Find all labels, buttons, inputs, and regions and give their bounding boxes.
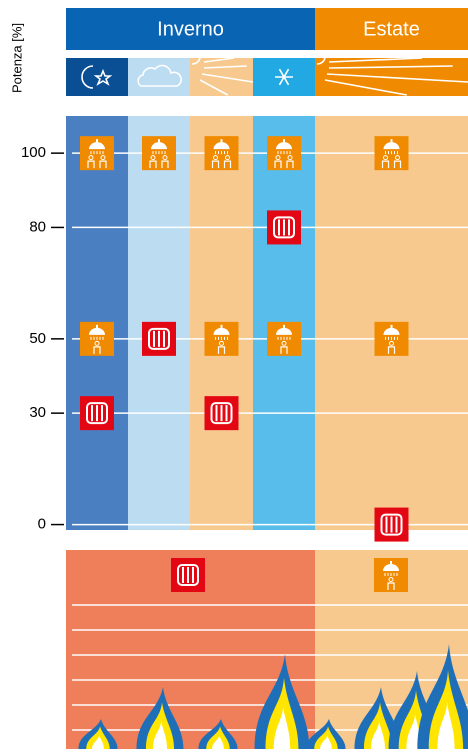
group-label: Estate <box>363 18 420 40</box>
y-tick-label: 50 <box>29 330 46 347</box>
chart: Potenza [%] Inverno Estate 0 30 50 80 100 <box>0 0 468 749</box>
y-tick-label: 0 <box>38 516 46 533</box>
icon-shower-two <box>375 136 409 170</box>
icon-shower-one <box>80 322 114 356</box>
icon-shower-one <box>205 322 239 356</box>
icon-shower-two <box>142 136 176 170</box>
icon-radiator <box>267 210 301 244</box>
y-tick-label: 100 <box>21 144 46 161</box>
icon-radiator <box>142 322 176 356</box>
icon-shower-one <box>375 322 409 356</box>
group-label: Inverno <box>157 18 224 40</box>
icon-radiator <box>205 396 239 430</box>
icon-shower-one <box>374 558 408 592</box>
icon-shower-one <box>267 322 301 356</box>
icon-radiator <box>80 396 114 430</box>
icon-radiator <box>171 558 205 592</box>
icon-shower-two <box>80 136 114 170</box>
icon-radiator <box>375 508 409 542</box>
y-tick-label: 80 <box>29 218 46 235</box>
icon-shower-two <box>205 136 239 170</box>
y-tick-label: 30 <box>29 404 46 421</box>
y-axis-label: Potenza [%] <box>9 23 24 93</box>
icon-shower-two <box>267 136 301 170</box>
heating-section <box>66 550 468 749</box>
